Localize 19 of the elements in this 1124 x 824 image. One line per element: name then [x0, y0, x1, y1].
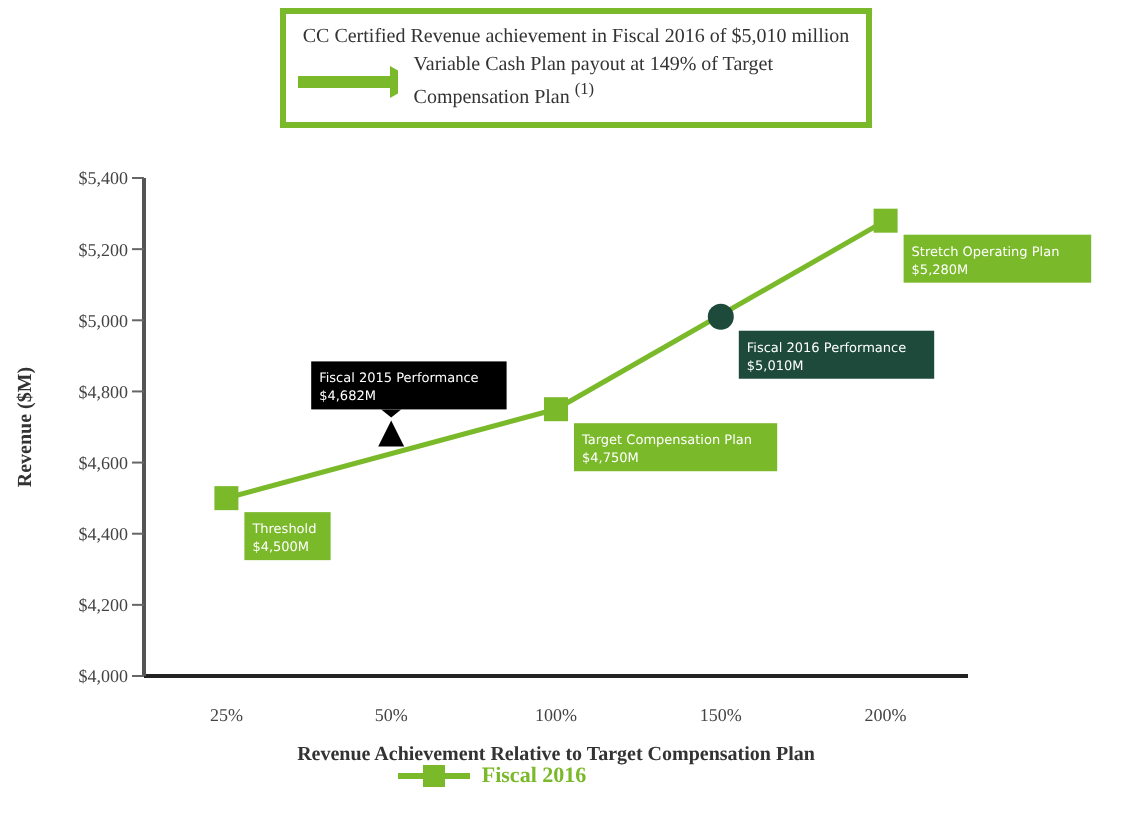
y-tick-label: $5,400	[78, 168, 129, 189]
chart-title: CC Certified Revenue achievement in Fiscal 2016 of $5,010 million	[300, 26, 852, 48]
y-tick-label: $4,600	[78, 452, 129, 473]
y-tick-label: $4,800	[78, 381, 129, 402]
y-tick-label: $4,200	[78, 595, 129, 616]
y-tick-label: $4,000	[78, 666, 129, 687]
x-tick-label: 150%	[699, 704, 743, 725]
legend-label: Fiscal 2016	[481, 764, 587, 788]
x-tick-label: 200%	[864, 704, 908, 725]
header-frame: CC Certified Revenue achievement in Fiscal 2016 of $5,010 million Variable Cash Plan payout at 149% of Target Compensation Plan $^{(1)}$	[280, 8, 872, 128]
x-axis-title: Revenue Achievement Relative to Target Compensation Plan	[297, 744, 816, 766]
x-tick-label: 100%	[535, 704, 578, 725]
x-tick-label: 50%	[374, 704, 409, 725]
chart-subtitle: Variable Cash Plan payout at 149% of Target Compensation Plan $^{(1)}$	[413, 54, 776, 111]
x-tick-label: 25%	[209, 704, 244, 725]
y-tick-label: $5,000	[78, 310, 129, 331]
y-tick-label: $5,200	[78, 239, 129, 260]
y-tick-label: $4,400	[78, 524, 129, 545]
y-axis-title: Revenue ($M)	[15, 366, 38, 488]
